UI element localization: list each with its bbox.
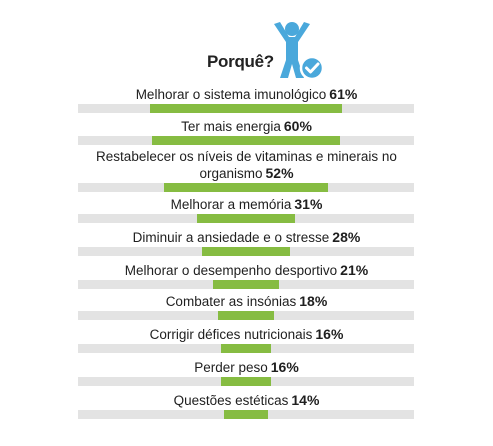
bar-track	[78, 410, 414, 419]
category-text: Melhorar a memória	[170, 197, 292, 212]
value-label: 14%	[291, 392, 320, 408]
value-label: 16%	[315, 326, 344, 342]
bar-track	[78, 344, 414, 353]
bar-track	[78, 280, 414, 289]
bar	[150, 104, 342, 113]
category-label: Ter mais energia 60%	[60, 118, 433, 135]
value-label: 28%	[332, 229, 361, 245]
person-check-icon	[274, 22, 325, 81]
value-label: 18%	[299, 293, 328, 309]
category-text: Perder peso	[194, 360, 268, 375]
bar	[220, 377, 272, 386]
bar	[213, 280, 279, 289]
value-label: 61%	[329, 86, 358, 102]
bar-track	[78, 311, 414, 320]
category-text: Diminuir a ansiedade e o stresse	[132, 230, 330, 245]
category-text: Ter mais energia	[181, 119, 281, 134]
chart-title: Porquê?	[207, 52, 274, 71]
value-label: 21%	[340, 262, 369, 278]
category-label: Melhorar o sistema imunológico 61%	[60, 86, 433, 103]
category-label: Questões estéticas 14%	[60, 392, 433, 409]
value-label: 16%	[270, 359, 299, 375]
bar	[164, 183, 328, 192]
value-label: 52%	[265, 165, 294, 181]
category-text: Melhorar o desempenho desportivo	[124, 263, 338, 278]
bar-track	[78, 183, 414, 192]
category-label: Diminuir a ansiedade e o stresse 28%	[60, 229, 433, 246]
category-label: Melhorar o desempenho desportivo 21%	[60, 262, 433, 279]
category-text: Melhorar o sistema imunológico	[135, 87, 327, 102]
bar	[202, 247, 290, 256]
bar-track	[78, 377, 414, 386]
bar	[197, 214, 295, 223]
bar	[151, 136, 341, 145]
bar	[217, 311, 275, 320]
value-label: 60%	[283, 118, 312, 134]
category-label: Melhorar a memória 31%	[60, 196, 433, 213]
category-text: Questões estéticas	[173, 393, 289, 408]
bar-track	[78, 247, 414, 256]
category-label: Combater as insónias 18%	[60, 293, 433, 310]
bar-track	[78, 214, 414, 223]
value-label: 31%	[294, 196, 323, 212]
category-text: Combater as insónias	[165, 294, 297, 309]
category-text: Restabelecer os níveis de vitaminas e mi…	[96, 149, 397, 181]
bar	[224, 410, 268, 419]
category-label: Restabelecer os níveis de vitaminas e mi…	[60, 148, 433, 182]
chart-header: Porquê?	[0, 10, 493, 81]
category-label: Corrigir défices nutricionais 16%	[60, 326, 433, 343]
category-text: Corrigir défices nutricionais	[149, 327, 313, 342]
bar-track	[78, 104, 414, 113]
bar	[220, 344, 272, 353]
bar-track	[78, 136, 414, 145]
category-label: Perder peso 16%	[60, 359, 433, 376]
